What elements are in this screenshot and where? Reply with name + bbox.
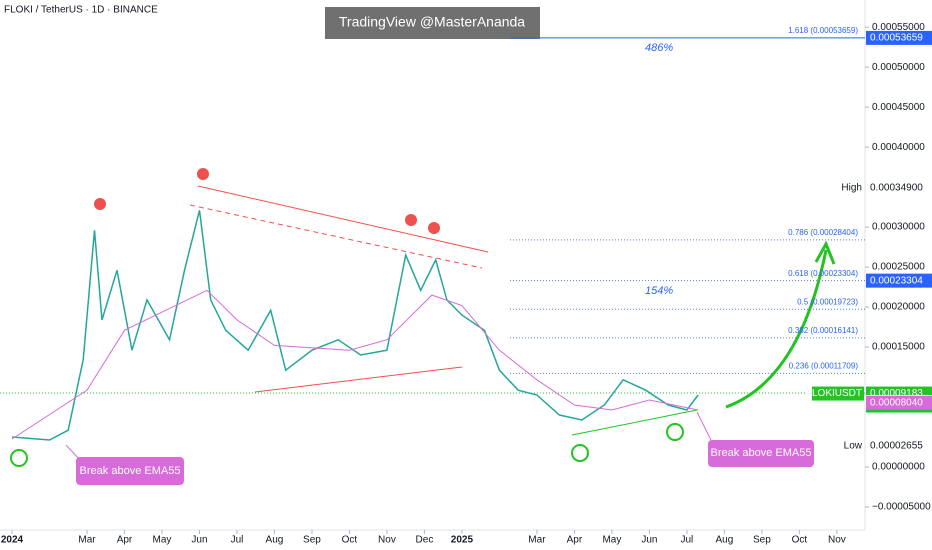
fib-label: 0.5 (0.00019723) <box>797 297 858 306</box>
fib-label: 0.786 (0.00028404) <box>788 228 858 237</box>
price-line <box>11 210 699 441</box>
x-tick-label: Jun <box>191 535 207 546</box>
x-tick-label: Dec <box>416 535 434 546</box>
trendline <box>189 204 483 269</box>
arrow-head <box>814 240 836 265</box>
x-tick-label: Oct <box>792 535 808 546</box>
x-tick-label: Jul <box>231 535 244 546</box>
x-tick-label: Sep <box>753 535 771 546</box>
price-tag <box>866 180 932 195</box>
label-pointer <box>696 411 713 443</box>
x-tick-label: Aug <box>715 535 733 546</box>
annotation: Break above EMA55 <box>711 447 812 459</box>
annotation: 486% <box>645 42 673 54</box>
y-tick-label: 0.00000000 <box>872 462 925 473</box>
price-tag-label: 0.00008040 <box>870 397 923 408</box>
label-box <box>708 440 814 467</box>
trendline <box>571 409 698 436</box>
x-tick-label: Apr <box>117 535 133 546</box>
annotation: Break above EMA55 <box>80 465 181 477</box>
price-tag-label: 0.00053659 <box>870 33 923 44</box>
ema-line <box>11 289 699 440</box>
drawings <box>0 185 865 436</box>
label-box <box>76 457 184 485</box>
y-tick-label: 0.00045000 <box>872 102 925 113</box>
symbol-header: FLOKI / TetherUS · 1D · BINANCE <box>4 5 158 16</box>
y-tick-label: 0.00030000 <box>872 222 925 233</box>
x-tick-label: Mar <box>78 535 96 546</box>
fib-label: 0.382 (0.00016141) <box>788 326 858 335</box>
x-tick-label: Aug <box>266 535 284 546</box>
y-tick-label: 0.00015000 <box>872 342 925 353</box>
x-tick-label: 2024 <box>1 535 24 546</box>
x-tick-label: Jul <box>681 535 694 546</box>
watermark-box <box>325 7 540 39</box>
label-pointer <box>65 444 81 461</box>
fib-label: 0.618 (0.00023304) <box>788 269 858 278</box>
x-tick-label: May <box>602 535 621 546</box>
x-tick-label: Apr <box>567 535 583 546</box>
fib-label: 1.618 (0.00053659) <box>788 26 858 35</box>
annotation: 154% <box>645 285 673 297</box>
x-tick-label: May <box>153 535 172 546</box>
price-tag-label: 0.00023304 <box>870 275 923 286</box>
trendline <box>197 185 489 253</box>
curve-arrow <box>725 249 828 409</box>
x-tick-label: Jun <box>641 535 657 546</box>
y-tick-label: 0.00040000 <box>872 142 925 153</box>
signal-icons <box>10 168 684 467</box>
watermark: TradingView @MasterAnanda <box>339 14 525 30</box>
x-tick-label: Nov <box>378 535 396 546</box>
y-tick-label: −0.00005000 <box>872 502 931 513</box>
x-tick-label: Oct <box>342 535 358 546</box>
x-tick-label: Sep <box>303 535 321 546</box>
price-tag <box>866 30 932 45</box>
price-tag-label: 0.00002655 <box>870 440 923 451</box>
x-tick-label: Mar <box>528 535 546 546</box>
name-tag-label: High <box>841 183 862 194</box>
x-tick-label: 2025 <box>451 535 474 546</box>
price-tag <box>866 438 932 453</box>
y-tick-label: 0.00050000 <box>872 62 925 73</box>
price-tag <box>866 273 932 288</box>
price-tag-label: 0.00034900 <box>870 183 923 194</box>
price-tag-label: 0.00009183 <box>870 388 923 399</box>
y-tick-label: 0.00025000 <box>872 262 925 273</box>
name-tag-label: FLOKIUSDT <box>806 388 862 399</box>
trendline <box>254 366 463 393</box>
name-tag <box>812 386 864 401</box>
fib-label: 0.236 (0.00011709) <box>789 361 859 370</box>
y-tick-label: 0.00055000 <box>872 22 925 33</box>
y-tick-label: 0.00020000 <box>872 302 925 313</box>
price-tag <box>866 395 932 410</box>
x-tick-label: Nov <box>828 535 846 546</box>
name-tag-label: Low <box>844 440 863 451</box>
